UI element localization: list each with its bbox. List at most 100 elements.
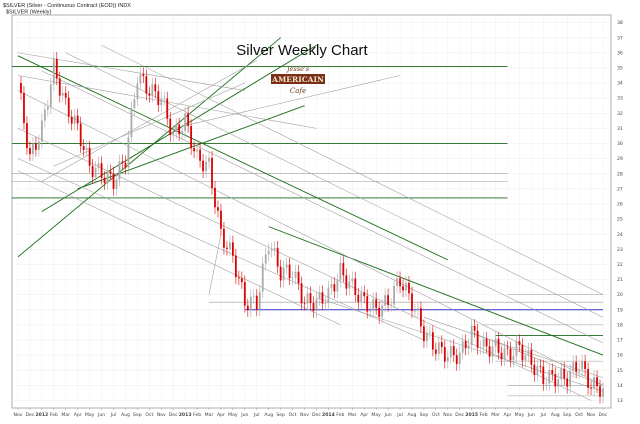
candle-body (479, 347, 482, 349)
candle-body (563, 368, 566, 379)
x-tick-label: Oct (432, 412, 440, 418)
candle-body (420, 308, 422, 327)
candle-body (417, 308, 419, 311)
trend-line (17, 37, 281, 258)
x-tick-label: 2015 (465, 412, 478, 418)
x-tick-label: Apr (360, 412, 368, 418)
candle-body (375, 299, 378, 308)
candle-body (449, 346, 452, 358)
candle-body (408, 282, 410, 294)
x-tick-label: Jul (540, 412, 547, 418)
candle-body (231, 242, 234, 256)
candle-body (32, 143, 34, 155)
candle-body (205, 161, 207, 172)
candle-body (163, 98, 166, 100)
trend-line (17, 170, 341, 326)
logo-line-3: Cafe (290, 87, 306, 95)
x-tick-label: Jun (97, 412, 105, 418)
y-tick-label: 23 (617, 247, 623, 253)
candle-body (396, 278, 398, 286)
candle-body (100, 163, 103, 178)
x-tick-label: Dec (169, 412, 178, 418)
candle-body (464, 341, 467, 349)
candle-body (76, 115, 79, 124)
candle-body (288, 264, 291, 279)
candle-body (151, 84, 154, 96)
candle-body (321, 292, 324, 304)
candle-body (190, 125, 193, 149)
candle-body (154, 84, 157, 92)
y-tick-label: 25 (617, 217, 623, 223)
candle-body (306, 293, 309, 304)
trend-line (173, 75, 401, 129)
candle-body (133, 99, 136, 109)
y-tick-label: 18 (617, 322, 623, 328)
candle-body (79, 123, 82, 147)
x-tick-label: Aug (551, 412, 560, 418)
y-tick-label: 27 (617, 186, 623, 192)
candle-body (35, 143, 37, 150)
candle-body (166, 98, 169, 119)
x-axis-ticks: Nov Dec 2012 Feb Mar Apr May Jun Jul Aug Sep Oct Nov… (14, 408, 608, 418)
candle-body (473, 325, 476, 331)
candle-body (249, 296, 252, 311)
candle-body (324, 303, 327, 305)
x-tick-label: May (85, 412, 95, 418)
candle-body (366, 296, 369, 312)
x-tick-label: Jul (253, 412, 260, 418)
candle-body (252, 295, 255, 297)
candle-body (229, 242, 231, 249)
candle-body (223, 228, 225, 248)
candle-body (46, 106, 49, 110)
candle-body (243, 282, 246, 306)
y-tick-label: 24 (617, 232, 623, 238)
candle-body (330, 284, 333, 288)
candle-body (20, 83, 22, 93)
x-tick-label: Dec (312, 412, 321, 418)
candle-body (91, 165, 94, 178)
logo-line-2: AMERICAIN (271, 75, 324, 84)
trend-line (17, 158, 425, 341)
candle-body (488, 346, 491, 357)
y-tick-label: 19 (617, 307, 623, 313)
candle-body (318, 292, 321, 300)
x-tick-label: Mar (205, 412, 214, 418)
plot-frame (11, 14, 612, 409)
candle-body (240, 278, 243, 283)
trend-line (101, 44, 604, 295)
candle-body (130, 108, 133, 138)
y-tick-label: 29 (617, 156, 623, 162)
candle-body (455, 355, 458, 365)
candle-body (43, 109, 46, 121)
candle-body (279, 266, 282, 281)
y-tick-label: 21 (617, 277, 623, 283)
candle-body (58, 78, 61, 96)
candle-body (55, 58, 58, 79)
candle-body (497, 338, 500, 353)
candle-body (530, 349, 533, 365)
candle-body (267, 250, 270, 255)
candle-body (551, 370, 554, 374)
candle-body (94, 167, 97, 178)
candle-body (503, 347, 506, 360)
candle-body (199, 149, 201, 161)
y-tick-label: 22 (617, 262, 623, 268)
x-tick-label: Oct (145, 412, 153, 418)
candle-body (234, 255, 237, 278)
candle-body (339, 263, 342, 281)
candle-body (115, 179, 118, 189)
candle-body (67, 97, 70, 117)
candle-body (261, 263, 264, 292)
candle-body (470, 325, 473, 346)
candle-body (387, 295, 390, 305)
x-tick-label: Aug (407, 412, 416, 418)
x-tick-label: Oct (289, 412, 297, 418)
candle-body (258, 291, 261, 310)
x-tick-label: Feb (193, 412, 201, 418)
candle-body (297, 271, 300, 284)
candle-body (399, 278, 401, 287)
candle-body (26, 123, 28, 149)
grid (12, 15, 611, 408)
x-tick-label: Feb (336, 412, 344, 418)
x-tick-label: Dec (599, 412, 608, 418)
